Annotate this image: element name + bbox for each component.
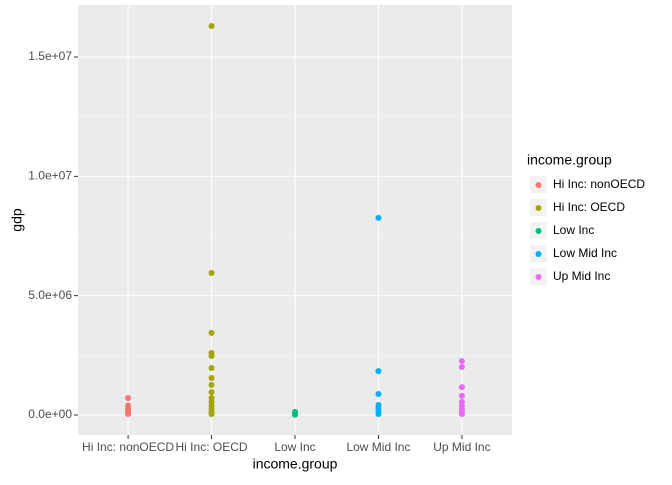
point <box>375 214 382 221</box>
point <box>208 381 215 388</box>
point <box>375 368 382 375</box>
x-axis-title: income.group <box>253 456 338 472</box>
point <box>292 411 298 418</box>
point <box>208 411 215 418</box>
legend-label: Low Inc <box>553 223 594 237</box>
y-tick-label: 1.5e+07 <box>28 49 72 63</box>
point <box>458 364 465 371</box>
y-tick-label: 1.0e+07 <box>28 169 72 183</box>
point <box>458 384 465 391</box>
point <box>125 395 132 402</box>
point <box>208 270 215 277</box>
legend-label: Hi Inc: OECD <box>553 200 625 214</box>
legend-marker <box>535 251 542 257</box>
point <box>458 392 465 399</box>
point <box>125 411 132 418</box>
y-tick-label: 0.0e+00 <box>28 407 72 421</box>
point <box>208 375 215 382</box>
y-axis-title: gdp <box>9 208 25 232</box>
point <box>208 353 215 360</box>
point <box>208 389 215 396</box>
point <box>458 411 465 418</box>
x-tick-label: Hi Inc: OECD <box>176 440 248 454</box>
legend-title: income.group <box>527 152 612 168</box>
point <box>208 23 215 30</box>
point <box>208 364 215 371</box>
legend-label: Up Mid Inc <box>553 269 610 283</box>
point <box>458 358 465 365</box>
x-tick-label: Up Mid Inc <box>433 440 490 454</box>
point <box>375 411 382 418</box>
point <box>375 390 382 397</box>
x-tick-label: Hi Inc: nonOECD <box>82 440 174 454</box>
legend-marker <box>535 228 542 234</box>
x-tick-label: Low Inc <box>274 440 315 454</box>
y-tick-label: 5.0e+06 <box>28 288 72 302</box>
legend-marker <box>535 205 542 211</box>
legend-marker <box>535 274 542 280</box>
x-tick-label: Low Mid Inc <box>346 440 410 454</box>
point <box>208 329 215 336</box>
legend-label: Hi Inc: nonOECD <box>553 177 645 191</box>
legend-marker <box>535 182 542 188</box>
legend-label: Low Mid Inc <box>553 246 617 260</box>
